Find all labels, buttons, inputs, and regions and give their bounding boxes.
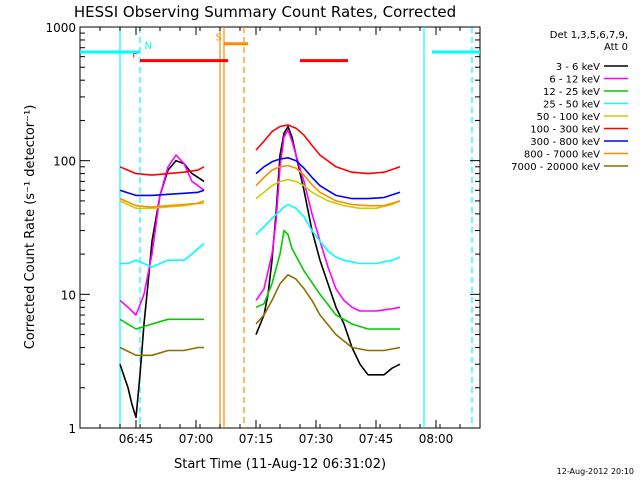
series-line [119,274,401,357]
series-line [119,164,401,208]
interval-lines [119,27,473,428]
y-axis-label: Corrected Count Rate (s⁻¹ detector⁻¹) [23,105,38,350]
legend-label: 25 - 50 keV [543,100,600,111]
legend-label: 50 - 100 keV [537,112,601,123]
series-line [119,124,401,176]
legend-header: Det 1,3,5,6,7,9, [550,30,628,41]
series-line [119,129,401,316]
flag-label: N [145,41,152,52]
legend-label: 12 - 25 keV [543,87,600,98]
y-tick-label: 1000 [45,21,76,35]
x-axis-label: Start Time (11-Aug-12 06:31:02) [174,457,386,472]
flag-bars: F S N [80,33,480,63]
legend-label: 300 - 800 keV [530,137,600,148]
legend-label: 6 - 12 keV [549,75,600,86]
timestamp-label: 12-Aug-2012 20:10 [557,467,634,476]
legend: Det 1,3,5,6,7,9,Att 0 3 - 6 keV 6 - 12 keV… [511,30,628,173]
series-line [119,229,400,330]
x-tick-label: 07:45 [359,432,394,446]
legend-label: 100 - 300 keV [530,125,600,136]
y-tick-label: 100 [53,155,76,169]
axis-ticks: 06:45 07:00 07:15 07:30 07:45 08:00 1 10 100 1000 [45,21,481,446]
flag-label: S [216,33,222,44]
x-tick-label: 07:30 [299,432,334,446]
x-tick-label: 07:15 [239,432,274,446]
legend-header: Att 0 [604,42,628,53]
x-tick-label: 07:00 [179,432,214,446]
series-line [119,157,401,200]
flag-label: F [132,50,138,61]
x-tick-label: 08:00 [419,432,454,446]
y-tick-label: 1 [68,422,76,436]
series-lines [119,124,401,419]
legend-label: 7000 - 20000 keV [511,162,600,173]
x-tick-label: 06:45 [119,432,154,446]
y-tick-label: 10 [61,288,76,302]
legend-label: 800 - 7000 keV [524,150,600,161]
chart-title: HESSI Observing Summary Count Rates, Cor… [74,3,456,21]
legend-label: 3 - 6 keV [556,62,600,73]
series-line [120,203,401,268]
